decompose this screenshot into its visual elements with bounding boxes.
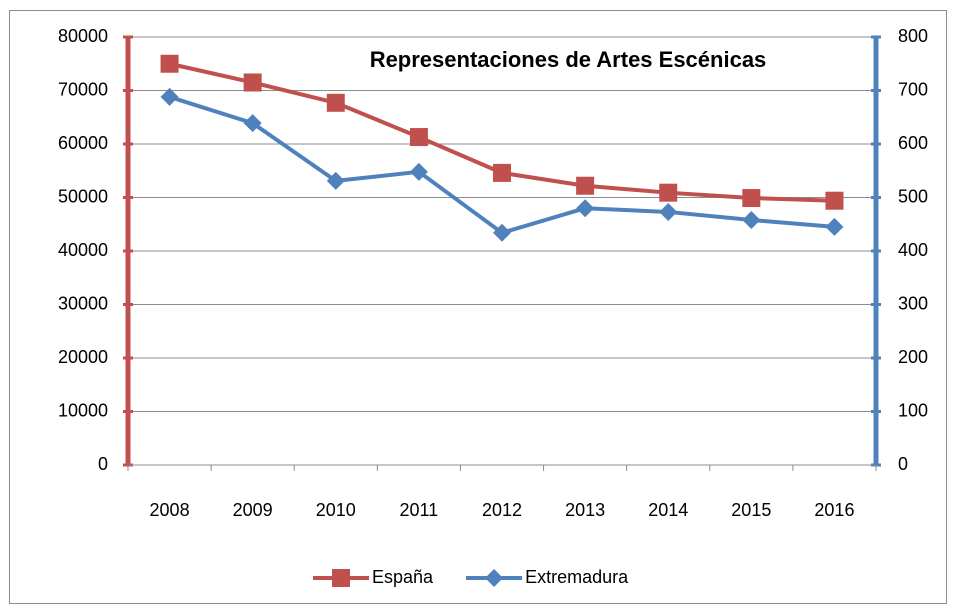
y-tick-label: 40000 bbox=[58, 240, 108, 260]
x-tick-label: 2014 bbox=[648, 500, 688, 520]
y2-tick-label: 400 bbox=[898, 240, 928, 260]
y2-tick-label: 500 bbox=[898, 186, 928, 206]
legend-marker bbox=[332, 569, 350, 587]
y-tick-label: 50000 bbox=[58, 186, 108, 206]
y2-tick-label: 800 bbox=[898, 26, 928, 46]
y-tick-label: 30000 bbox=[58, 293, 108, 313]
data-point bbox=[409, 128, 428, 147]
x-tick-label: 2015 bbox=[731, 500, 771, 520]
x-tick-label: 2008 bbox=[150, 500, 190, 520]
chart-frame bbox=[9, 10, 947, 604]
data-point bbox=[326, 171, 345, 190]
x-tick-label: 2011 bbox=[400, 500, 439, 520]
y-tick-label: 70000 bbox=[58, 79, 108, 99]
data-point bbox=[409, 162, 428, 181]
y2-tick-label: 0 bbox=[898, 454, 908, 474]
chart-title: Representaciones de Artes Escénicas bbox=[370, 47, 767, 72]
data-point bbox=[659, 202, 678, 221]
x-tick-label: 2016 bbox=[814, 500, 854, 520]
legend-label: España bbox=[372, 567, 434, 587]
y2-tick-label: 200 bbox=[898, 347, 928, 367]
y2-tick-label: 300 bbox=[898, 293, 928, 313]
data-point bbox=[160, 87, 179, 106]
y2-tick-label: 700 bbox=[898, 79, 928, 99]
x-tick-label: 2012 bbox=[482, 500, 522, 520]
data-point bbox=[742, 189, 761, 208]
data-point bbox=[659, 183, 678, 202]
y-tick-label: 0 bbox=[98, 454, 108, 474]
x-tick-label: 2013 bbox=[565, 500, 605, 520]
data-point bbox=[243, 114, 262, 133]
x-tick-label: 2010 bbox=[316, 500, 356, 520]
data-point bbox=[160, 54, 179, 73]
data-point bbox=[576, 199, 595, 218]
data-point bbox=[326, 93, 345, 112]
legend-label: Extremadura bbox=[525, 567, 629, 587]
data-point bbox=[825, 217, 844, 236]
y2-tick-label: 600 bbox=[898, 133, 928, 153]
data-point bbox=[243, 73, 262, 92]
y-tick-label: 10000 bbox=[58, 400, 108, 420]
data-point bbox=[493, 163, 511, 182]
y-tick-label: 60000 bbox=[58, 133, 108, 153]
x-tick-label: 2009 bbox=[233, 500, 273, 520]
data-point bbox=[576, 176, 595, 195]
y2-tick-label: 100 bbox=[898, 400, 928, 420]
legend-marker bbox=[485, 569, 504, 587]
data-point bbox=[825, 191, 844, 210]
y-tick-label: 20000 bbox=[58, 347, 108, 367]
y-tick-label: 80000 bbox=[58, 26, 108, 46]
data-point bbox=[742, 210, 761, 229]
data-point bbox=[493, 223, 511, 242]
